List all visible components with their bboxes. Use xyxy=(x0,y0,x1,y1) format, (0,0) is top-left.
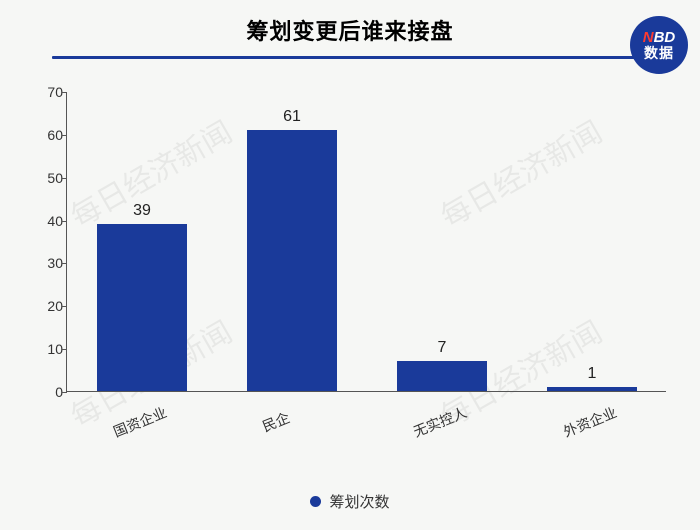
bar: 61 xyxy=(247,130,337,391)
y-tick-label: 50 xyxy=(37,170,63,186)
y-tick-mark xyxy=(62,263,67,264)
legend-label: 筹划次数 xyxy=(329,491,389,512)
x-category-label: 外资企业 xyxy=(560,402,619,442)
x-category-label: 国资企业 xyxy=(110,402,169,442)
bar: 7 xyxy=(397,361,487,391)
y-tick-mark xyxy=(62,349,67,350)
bar-value-label: 7 xyxy=(397,339,487,357)
bar: 1 xyxy=(547,387,637,391)
y-tick-mark xyxy=(62,135,67,136)
bar-value-label: 61 xyxy=(247,108,337,126)
title-underline xyxy=(52,56,648,59)
y-tick-label: 0 xyxy=(37,384,63,400)
y-tick-mark xyxy=(62,178,67,179)
y-tick-mark xyxy=(62,392,67,393)
y-tick-label: 30 xyxy=(37,255,63,271)
x-category-label: 民企 xyxy=(259,407,292,436)
y-tick-mark xyxy=(62,306,67,307)
y-tick-label: 10 xyxy=(37,341,63,357)
plot-area: 01020304050607039国资企业61民企7无实控人1外资企业 xyxy=(66,92,666,392)
x-category-label: 无实控人 xyxy=(410,402,469,442)
bar-value-label: 39 xyxy=(97,202,187,220)
y-tick-label: 60 xyxy=(37,127,63,143)
y-tick-mark xyxy=(62,92,67,93)
badge-bottom: 数据 xyxy=(644,46,674,61)
bar-chart: 0 10 20 30 40 50 60 70 39 国资企业 61 民企 7 无实控人 1 外资企业 xyxy=(38,82,678,442)
badge-top: NBD xyxy=(643,30,676,46)
chart-title: 筹划变更后谁来接盘 xyxy=(20,14,680,46)
y-tick-label: 40 xyxy=(37,213,63,229)
y-tick-mark xyxy=(62,221,67,222)
bar: 39 xyxy=(97,224,187,391)
bar-value-label: 1 xyxy=(547,365,637,383)
y-tick-label: 70 xyxy=(37,84,63,100)
y-tick-label: 20 xyxy=(37,298,63,314)
legend-swatch xyxy=(310,496,321,507)
chart-header: 筹划变更后谁来接盘 NBD 数据 xyxy=(0,0,700,69)
legend: 筹划次数 xyxy=(0,491,700,512)
nbd-badge: NBD 数据 xyxy=(632,18,686,72)
